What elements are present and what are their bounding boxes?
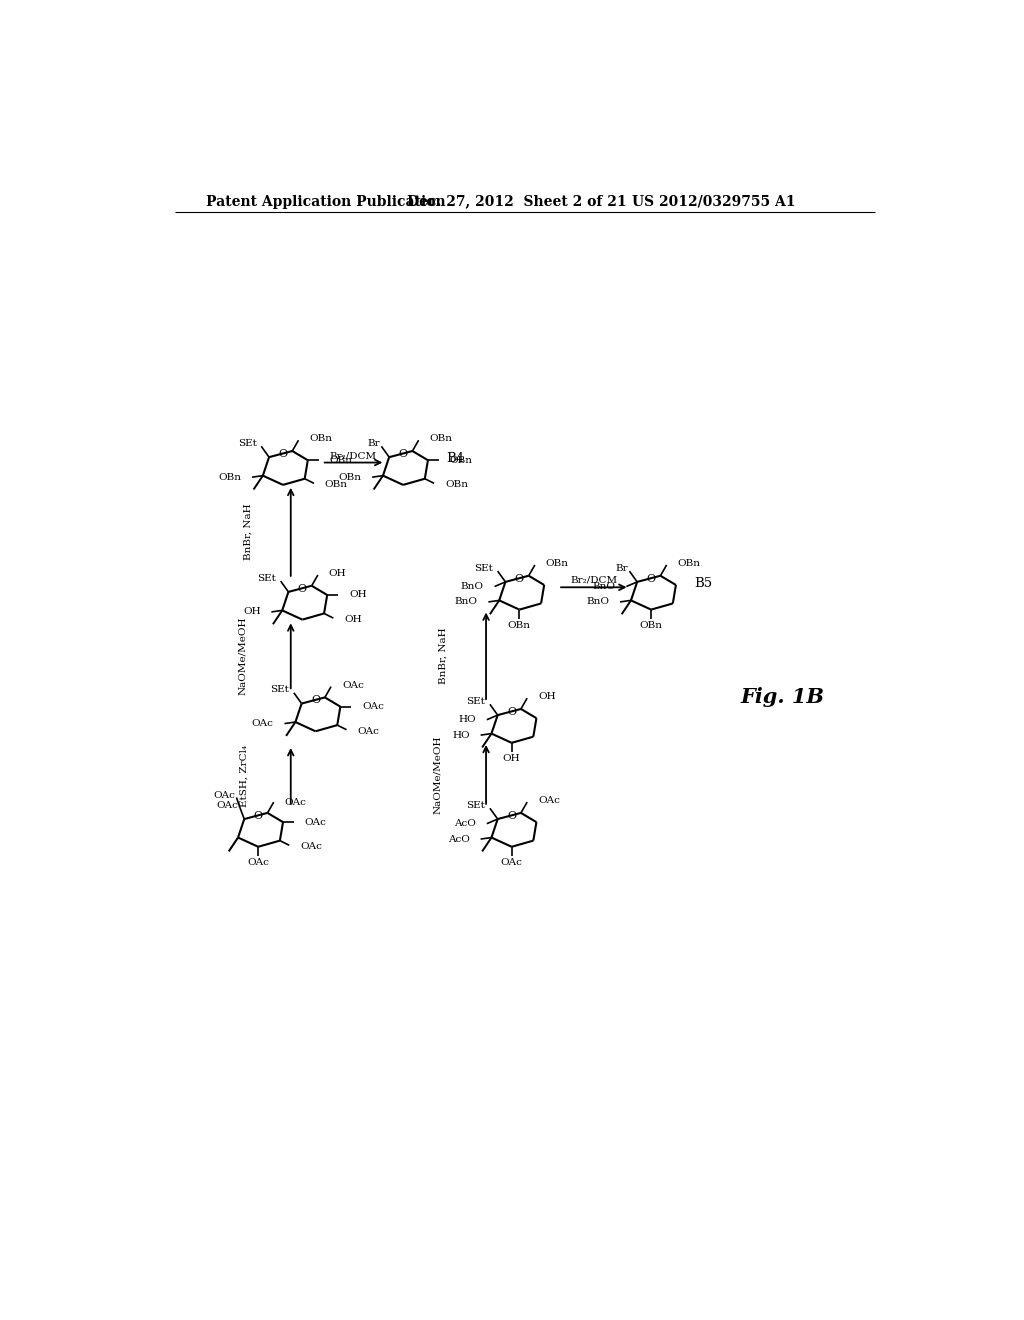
Text: O: O — [254, 810, 263, 821]
Text: NaOMe/MeOH: NaOMe/MeOH — [433, 735, 442, 813]
Text: OAc: OAc — [213, 792, 236, 800]
Text: OAc: OAc — [300, 842, 322, 851]
Text: EtSH, ZrCl₄: EtSH, ZrCl₄ — [240, 744, 249, 807]
Text: OAc: OAc — [285, 797, 306, 807]
Text: SEt: SEt — [257, 574, 276, 582]
Text: BnO: BnO — [461, 582, 483, 591]
Text: OBn: OBn — [429, 434, 453, 444]
Text: OH: OH — [538, 692, 556, 701]
Text: O: O — [507, 810, 516, 821]
Text: OH: OH — [243, 607, 260, 616]
Text: Br: Br — [368, 438, 380, 447]
Text: HO: HO — [459, 715, 476, 725]
Text: OH: OH — [344, 615, 361, 624]
Text: Br₂/DCM: Br₂/DCM — [570, 576, 617, 585]
Text: SEt: SEt — [238, 438, 257, 447]
Text: AcO: AcO — [454, 820, 476, 828]
Text: Patent Application Publication: Patent Application Publication — [206, 194, 445, 209]
Text: SEt: SEt — [467, 801, 485, 809]
Text: OBn: OBn — [640, 620, 663, 630]
Text: OBn: OBn — [325, 480, 348, 490]
Text: SEt: SEt — [474, 564, 494, 573]
Text: OBn: OBn — [508, 620, 530, 630]
Text: OAc: OAc — [305, 817, 327, 826]
Text: B5: B5 — [693, 577, 712, 590]
Text: OAc: OAc — [538, 796, 560, 805]
Text: OBn: OBn — [445, 480, 468, 490]
Text: Br₂/DCM: Br₂/DCM — [330, 451, 377, 461]
Text: BnO: BnO — [455, 598, 477, 606]
Text: OAc: OAc — [362, 702, 384, 711]
Text: AcO: AcO — [447, 834, 470, 843]
Text: OH: OH — [349, 590, 367, 599]
Text: SEt: SEt — [270, 685, 290, 694]
Text: OAc: OAc — [216, 801, 239, 809]
Text: OAc: OAc — [357, 727, 379, 735]
Text: Br: Br — [615, 564, 628, 573]
Text: OAc: OAc — [501, 858, 522, 867]
Text: BnBr, NaH: BnBr, NaH — [439, 627, 447, 684]
Text: OBn: OBn — [546, 558, 568, 568]
Text: OBn: OBn — [218, 473, 241, 482]
Text: OBn: OBn — [450, 455, 473, 465]
Text: OBn: OBn — [309, 434, 333, 444]
Text: O: O — [311, 696, 321, 705]
Text: O: O — [507, 708, 516, 717]
Text: OH: OH — [503, 754, 520, 763]
Text: BnO: BnO — [587, 598, 609, 606]
Text: O: O — [298, 583, 307, 594]
Text: OH: OH — [329, 569, 346, 578]
Text: US 2012/0329755 A1: US 2012/0329755 A1 — [632, 194, 796, 209]
Text: OBn: OBn — [678, 558, 700, 568]
Text: O: O — [646, 574, 655, 583]
Text: O: O — [398, 449, 408, 459]
Text: BnO: BnO — [593, 582, 615, 591]
Text: Fig. 1B: Fig. 1B — [740, 688, 824, 708]
Text: OAc: OAc — [252, 719, 273, 729]
Text: O: O — [515, 574, 524, 583]
Text: OBn: OBn — [338, 473, 361, 482]
Text: B4: B4 — [445, 453, 464, 465]
Text: OBn: OBn — [330, 455, 352, 465]
Text: NaOMe/MeOH: NaOMe/MeOH — [239, 616, 247, 696]
Text: O: O — [279, 449, 288, 459]
Text: HO: HO — [453, 731, 470, 739]
Text: Dec. 27, 2012  Sheet 2 of 21: Dec. 27, 2012 Sheet 2 of 21 — [407, 194, 627, 209]
Text: SEt: SEt — [467, 697, 485, 706]
Text: OAc: OAc — [247, 858, 269, 867]
Text: OAc: OAc — [342, 681, 364, 689]
Text: BnBr, NaH: BnBr, NaH — [244, 503, 253, 560]
